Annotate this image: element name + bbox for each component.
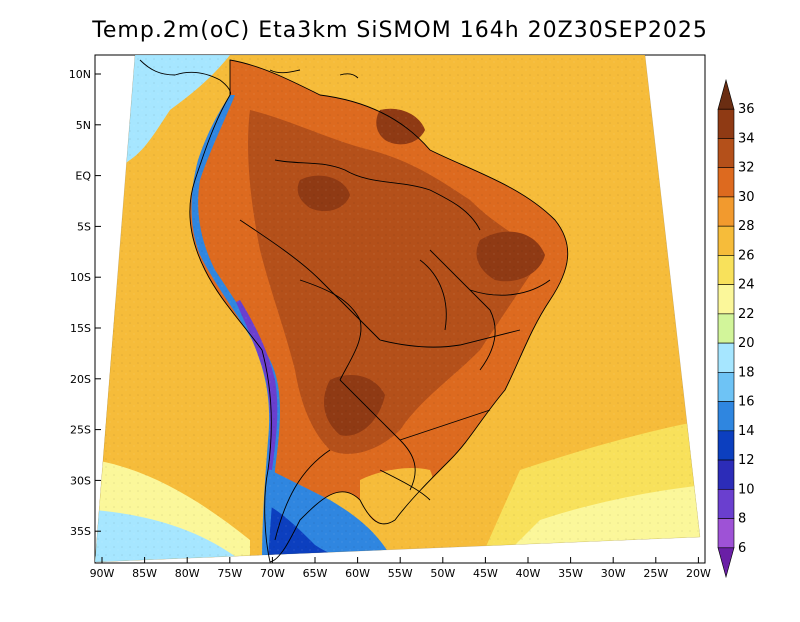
lon-tick-label: 80W: [175, 567, 200, 580]
coast-central-america: [174, 71, 231, 96]
domain-outline: [94, 54, 701, 563]
colorbar-label: 8: [738, 512, 746, 527]
colorbar-swatch: [717, 430, 735, 461]
colorbar-label: 36: [738, 102, 755, 117]
colorbar-swatch: [717, 167, 735, 198]
colorbar-swatch: [717, 313, 735, 344]
lon-tick-label: 60W: [345, 567, 370, 580]
colorbar-label: 28: [738, 219, 755, 234]
lat-tick-label: 5N: [76, 119, 91, 132]
colorbar-label: 32: [738, 161, 755, 176]
colorbar-label: 26: [738, 248, 755, 263]
border-state-3: [419, 259, 447, 331]
lon-tick-label: 65W: [303, 567, 328, 580]
lon-tick-label: 30W: [601, 567, 626, 580]
colorbar-label: 14: [738, 424, 755, 439]
lon-tick-label: 25W: [643, 567, 668, 580]
colorbar-swatch: [717, 196, 735, 227]
lat-tick-label: 20S: [70, 373, 91, 386]
border-state-4: [469, 279, 551, 296]
lon-tick-label: 40W: [516, 567, 541, 580]
border-state-1: [429, 249, 496, 371]
border-bolivia: [299, 279, 362, 381]
colorbar-label: 6: [738, 541, 746, 556]
lat-tick-label: 10S: [70, 271, 91, 284]
colorbar-label: 34: [738, 131, 755, 146]
coast-islands: [339, 73, 359, 79]
longitude-axis: 90W 85W 80W 75W 70W 65W 60W 55W 50W 45W 40W 35W 30W 2…: [90, 557, 711, 580]
colorbar-label: 30: [738, 190, 755, 205]
colorbar-label: 12: [738, 453, 755, 468]
colorbar-swatch: [717, 342, 735, 373]
colorbar-label: 10: [738, 482, 755, 497]
colorbar-label: 16: [738, 395, 755, 410]
border-paraguay: [339, 379, 416, 491]
colorbar-label: 18: [738, 365, 755, 380]
border-state-5: [399, 409, 491, 441]
coast-caribbean: [269, 69, 301, 74]
country-boundaries: [139, 59, 569, 563]
lat-tick-label: 10N: [69, 68, 91, 81]
colorbar-swatch: [717, 459, 735, 490]
latitude-axis: 10N 5N EQ 5S 10S 15S 20S 25S 30S 35S: [69, 68, 101, 538]
lon-tick-label: 90W: [90, 567, 115, 580]
colorbar-swatch: [717, 138, 735, 169]
border-chile-argentina: [274, 449, 331, 541]
colorbar-label: 24: [738, 278, 755, 293]
map-title: Temp.2m(oC) Eta3km SiSMOM 164h 20Z30SEP2…: [92, 18, 708, 43]
colorbar-swatch: [717, 518, 735, 549]
field-texture: [95, 55, 700, 562]
lon-tick-label: 70W: [260, 567, 285, 580]
colorbar-bottom-arrow: [717, 547, 735, 579]
temperature-field: [95, 55, 700, 562]
continent-coastline: [189, 59, 569, 563]
colorbar-swatch: [717, 225, 735, 256]
lat-tick-label: 35S: [70, 525, 91, 538]
colorbar-swatch: [717, 284, 735, 315]
lon-tick-label: 85W: [132, 567, 157, 580]
lon-tick-label: 55W: [388, 567, 413, 580]
colorbar-label: 22: [738, 307, 755, 322]
colorbar-top-arrow: [717, 78, 735, 110]
colorbar-swatch: [717, 372, 735, 402]
border-peru-brazil: [239, 219, 381, 341]
colorbar-swatch: [717, 488, 735, 519]
lon-tick-label: 75W: [217, 567, 242, 580]
border-uruguay: [379, 469, 431, 501]
colorbar-swatch: [717, 401, 735, 432]
lon-tick-label: 20W: [686, 567, 711, 580]
lat-tick-label: EQ: [75, 170, 91, 183]
coast-panama: [139, 59, 176, 76]
colorbar-label: 20: [738, 336, 755, 351]
border-amazon-north: [274, 159, 481, 231]
lon-tick-label: 45W: [473, 567, 498, 580]
colorbar-swatch: [717, 108, 735, 139]
lon-tick-label: 35W: [558, 567, 583, 580]
lat-tick-label: 30S: [70, 474, 91, 487]
border-state-2: [379, 329, 521, 348]
lat-tick-label: 25S: [70, 424, 91, 437]
lat-tick-label: 5S: [77, 220, 91, 233]
lat-tick-label: 15S: [70, 322, 91, 335]
lon-tick-label: 50W: [430, 567, 455, 580]
colorbar: 36 34 32 30 28 26 24 22 20 18 16 14 12 10 8 6: [717, 78, 755, 579]
colorbar-swatch: [717, 255, 735, 285]
